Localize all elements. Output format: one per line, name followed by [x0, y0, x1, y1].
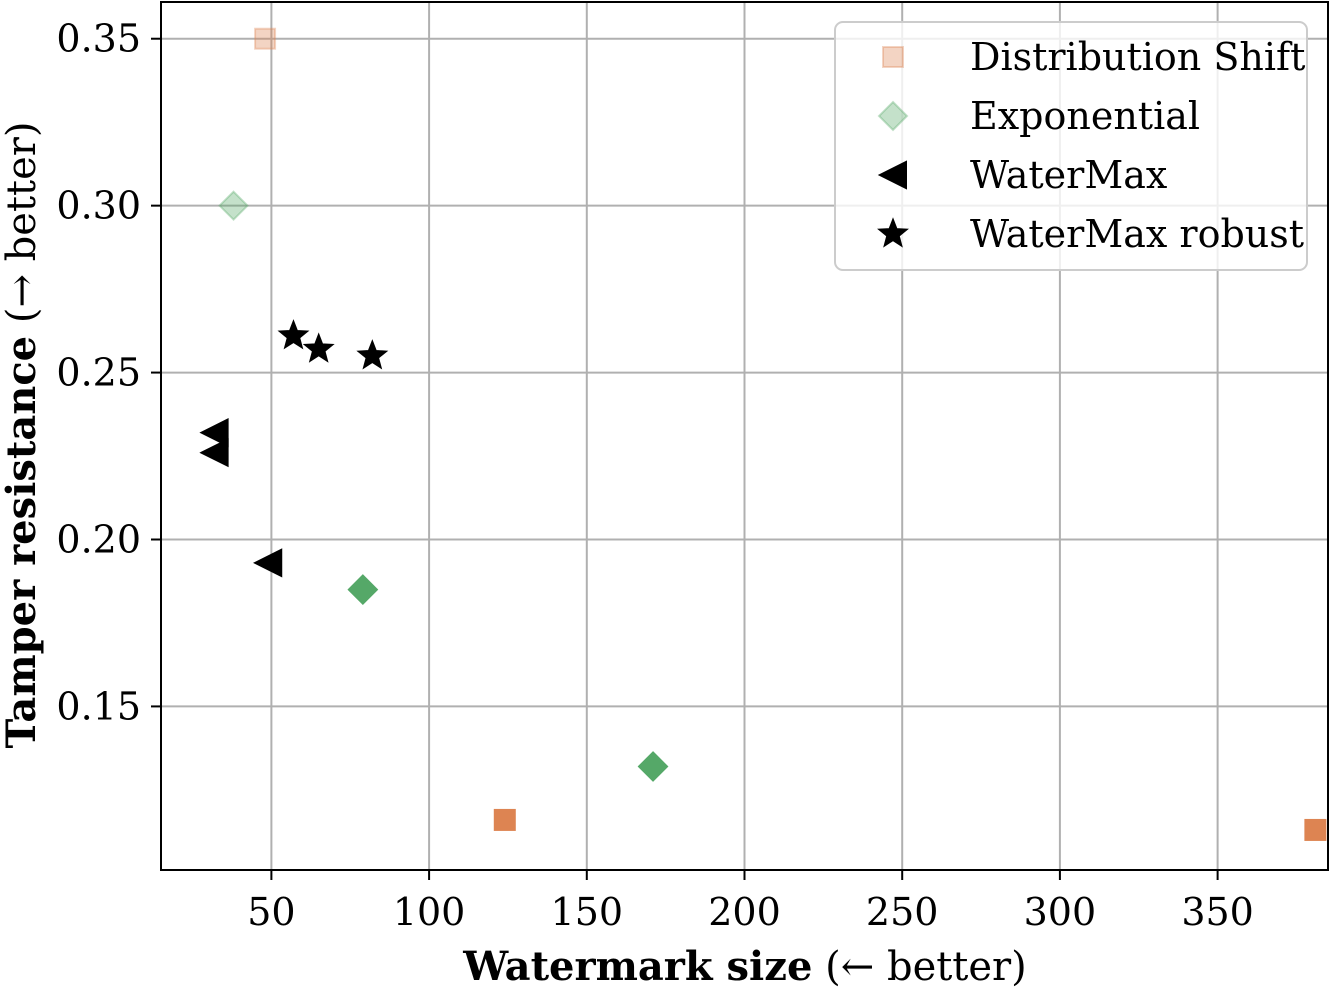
x-tick-label-100: 100: [393, 890, 466, 934]
legend-marker-watermax: [877, 160, 907, 190]
distribution-shift-point-1: [254, 27, 277, 50]
watermax-point-2: [199, 438, 229, 468]
y-axis-title-note: (→ better): [0, 121, 45, 335]
x-axis-title-bold: Watermark size: [462, 943, 812, 990]
watermax-point-3: [253, 548, 283, 578]
exponential-point-2: [347, 574, 379, 605]
x-axis-title: Watermark size (← better): [462, 943, 1027, 990]
x-tick-label-250: 250: [866, 890, 939, 934]
y-axis-title-bold: Tamper resistance: [0, 336, 45, 749]
legend-marker-watermax-robust: [877, 217, 909, 248]
legend-marker-exponential: [877, 100, 909, 132]
y-tick-label-0.15: 0.15: [56, 684, 141, 728]
axis-ticks: 50 100 150 200 250 300 350 0.15 0.20 0.25 0.30 0.35: [56, 17, 1253, 934]
legend-label-watermax-robust: WaterMax robust: [970, 212, 1304, 256]
y-tick-label-0.30: 0.30: [56, 184, 141, 228]
y-tick-label-0.20: 0.20: [56, 517, 141, 561]
distribution-shift-point-3: [1304, 818, 1327, 841]
x-tick-label-50: 50: [247, 890, 295, 934]
x-tick-label-200: 200: [708, 890, 781, 934]
distribution-shift-point-2: [493, 808, 516, 831]
x-tick-label-150: 150: [551, 890, 624, 934]
x-axis-title-note: (← better): [812, 944, 1026, 990]
exponential-point-1: [218, 190, 249, 222]
watermax-point-1: [199, 418, 229, 448]
legend-label-exponential: Exponential: [970, 94, 1200, 138]
legend-label-distribution-shift: Distribution Shift: [970, 35, 1305, 79]
y-tick-label-0.35: 0.35: [56, 17, 141, 61]
legend-marker-distribution-shift: [882, 46, 904, 68]
exponential-point-3: [637, 751, 669, 782]
x-tick-label-300: 300: [1024, 890, 1097, 934]
legend: Distribution Shift Exponential WaterMax Wat…: [834, 21, 1308, 271]
watermax-robust-point-3: [356, 339, 389, 370]
plot-frame: [160, 1, 1329, 871]
y-axis-title: Tamper resistance (→ better): [0, 121, 45, 748]
x-tick-label-350: 350: [1181, 890, 1254, 934]
legend-label-watermax: WaterMax: [970, 153, 1167, 197]
legend-box: [834, 21, 1308, 271]
watermax-robust-point-1: [277, 319, 310, 350]
y-tick-label-0.25: 0.25: [56, 351, 141, 395]
data-points: [199, 27, 1327, 841]
watermax-robust-point-2: [302, 332, 335, 363]
